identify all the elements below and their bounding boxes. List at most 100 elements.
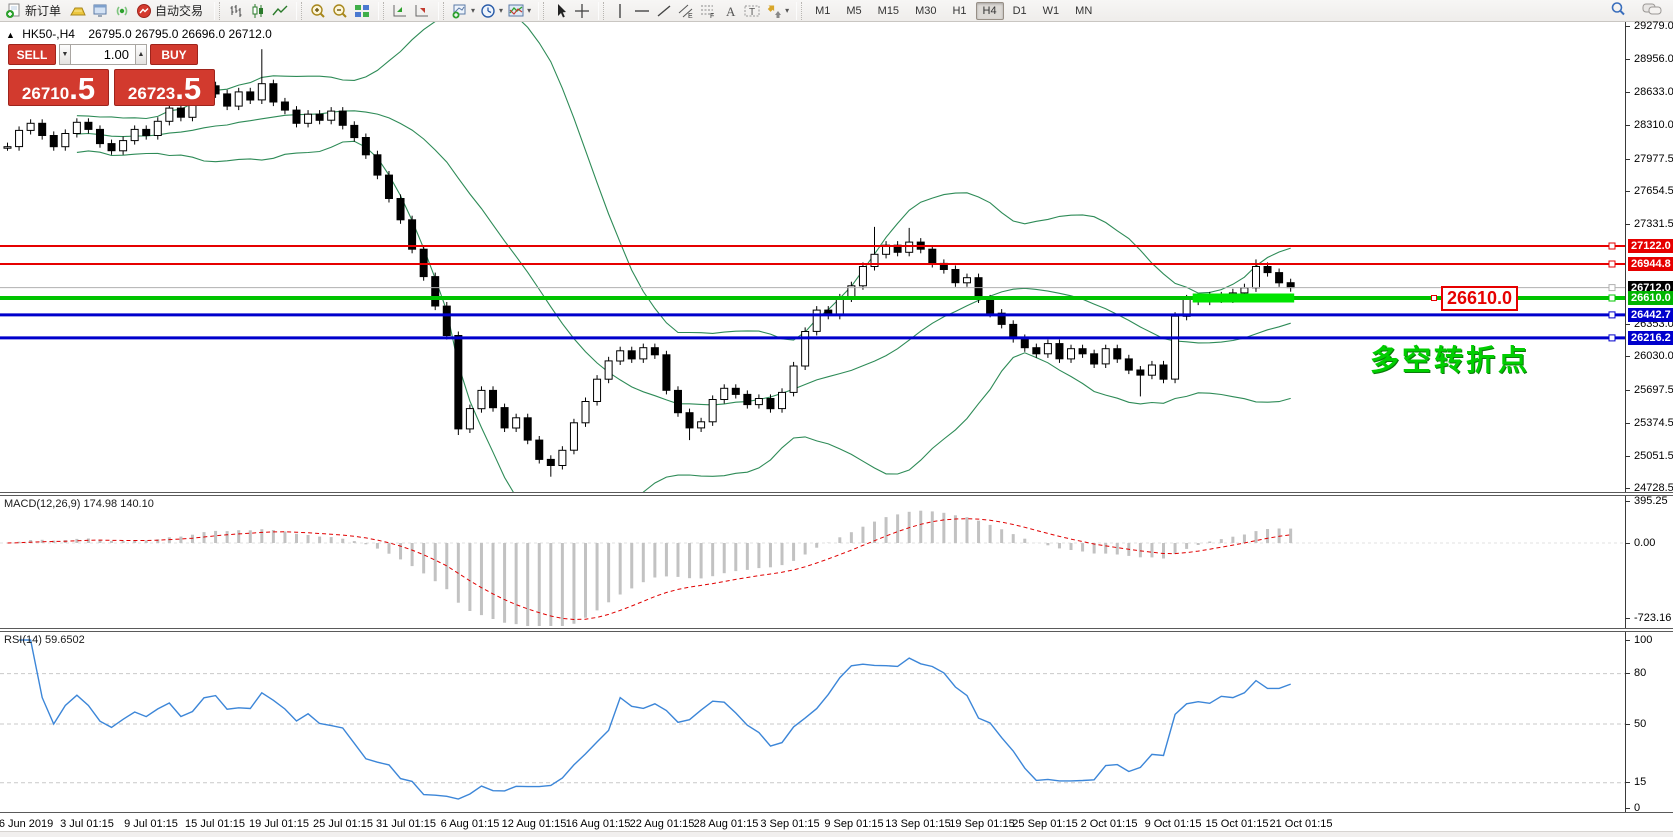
buy-button[interactable]: BUY <box>150 44 198 65</box>
buy-price-box[interactable]: 26723.5 <box>114 69 215 106</box>
chart-shift-button[interactable] <box>389 1 411 21</box>
timeframe-button-M5[interactable]: M5 <box>846 4 862 17</box>
line-handle <box>1608 294 1616 302</box>
zoom-out-icon <box>331 3 349 19</box>
collapse-triangle-icon[interactable]: ▲ <box>6 30 15 40</box>
turning-point-annotation[interactable]: 多空转折点 <box>1370 345 1531 377</box>
text-button[interactable]: A <box>719 1 741 21</box>
price-axis-tick-mark <box>1625 125 1630 126</box>
zoom-in-icon <box>309 3 327 19</box>
autotrade-button[interactable]: 自动交易 <box>133 1 209 21</box>
candlestick-chart-button[interactable] <box>247 1 269 21</box>
timeframe-button-M15[interactable]: M15 <box>877 4 900 17</box>
fibonacci-icon: F <box>699 3 717 19</box>
timeframe-button-D1[interactable]: D1 <box>1012 4 1027 17</box>
rsi-axis-tick-mark <box>1625 724 1630 725</box>
bollinger-upper-band <box>76 22 1291 341</box>
timeframe-button-M30[interactable]: M30 <box>915 4 937 17</box>
volume-increase-button[interactable]: ▲ <box>135 44 147 65</box>
volume-input[interactable] <box>71 44 135 65</box>
fibonacci-button[interactable]: F <box>697 1 719 21</box>
price-axis-tick-mark <box>1625 324 1630 325</box>
cursor-icon <box>551 3 569 19</box>
cursor-button[interactable] <box>549 1 571 21</box>
volume-decrease-button[interactable]: ▼ <box>59 44 71 65</box>
sell-price-box[interactable]: 26710.5 <box>8 69 109 106</box>
price-axis-tick: 28310.0 <box>1634 119 1673 131</box>
price-note-handle[interactable] <box>1431 295 1437 301</box>
chart-profile-button[interactable] <box>505 1 533 21</box>
auto-scroll-icon <box>413 3 431 19</box>
equidistant-channel-button[interactable]: E <box>675 1 697 21</box>
price-axis-tick-mark <box>1625 92 1630 93</box>
price-axis-tick: 27977.5 <box>1634 153 1673 165</box>
time-axis-label: 3 Jul 01:15 <box>60 818 114 830</box>
zoom-in-button[interactable] <box>307 1 329 21</box>
tile-windows-button[interactable] <box>351 1 373 21</box>
gold-ingot-icon <box>69 3 87 19</box>
search-icon[interactable] <box>1609 1 1627 20</box>
rsi-splitter[interactable] <box>0 628 1673 632</box>
toolbar-separator <box>438 1 445 20</box>
price-axis-tick: 27654.5 <box>1634 185 1673 197</box>
macd-axis-tick: 395.25 <box>1634 495 1668 507</box>
new-order-button[interactable]: 新订单 <box>3 1 67 21</box>
price-axis-tick: 29279.0 <box>1634 20 1673 32</box>
new-order-icon <box>5 3 23 19</box>
rsi-axis-tick-mark <box>1625 782 1630 783</box>
time-axis-label: 19 Jul 01:15 <box>249 818 309 830</box>
periods-menu-button[interactable] <box>477 1 505 21</box>
time-axis-label: 15 Oct 01:15 <box>1205 818 1269 830</box>
vertical-line-button[interactable] <box>609 1 631 21</box>
auto-scroll-button[interactable] <box>411 1 433 21</box>
indicators-menu-button[interactable] <box>449 1 477 21</box>
text-label-button[interactable]: T <box>741 1 763 21</box>
trendline-icon <box>655 3 673 19</box>
arrows-menu-button[interactable] <box>763 1 791 21</box>
trendline-button[interactable] <box>653 1 675 21</box>
chat-icon[interactable] <box>1641 1 1663 20</box>
zoom-out-button[interactable] <box>329 1 351 21</box>
text-icon: A <box>721 3 739 19</box>
timeframe-button-W1[interactable]: W1 <box>1042 4 1060 17</box>
price-axis-tick: 25051.5 <box>1634 450 1673 462</box>
horizontal-line-button[interactable] <box>631 1 653 21</box>
timeframe-button-MN[interactable]: MN <box>1075 4 1093 17</box>
macd-axis-tick-mark <box>1625 543 1630 544</box>
time-axis-label: 13 Sep 01:15 <box>885 818 951 830</box>
equidistant-channel-icon: E <box>677 3 695 19</box>
price-axis-tick: 25697.5 <box>1634 384 1673 396</box>
time-axis-label: 28 Aug 01:15 <box>693 818 759 830</box>
rsi-axis-tick: 100 <box>1634 634 1653 646</box>
macd-axis-tick: 0.00 <box>1634 537 1656 549</box>
price-axis-tick: 26030.0 <box>1634 350 1673 362</box>
crosshair-button[interactable] <box>571 1 593 21</box>
main-price-chart[interactable] <box>0 22 1625 493</box>
macd-label: MACD(12,26,9) 174.98 140.10 <box>4 498 154 510</box>
price-note-label[interactable]: 26610.0 <box>1441 286 1519 311</box>
chart-window-button[interactable] <box>89 1 111 21</box>
timeframe-button-H1[interactable]: H1 <box>952 4 967 17</box>
signals-button[interactable] <box>111 1 133 21</box>
rsi-panel[interactable] <box>0 633 1625 812</box>
price-axis-tick-mark <box>1625 356 1630 357</box>
time-axis-label: 21 Oct 01:15 <box>1269 818 1333 830</box>
macd-panel[interactable] <box>0 497 1625 628</box>
time-axis-label: 15 Jul 01:15 <box>185 818 245 830</box>
price-line-label: 26610.0 <box>1628 291 1673 305</box>
timeframe-button-H4[interactable]: H4 <box>975 1 1004 20</box>
sell-button[interactable]: SELL <box>8 44 56 65</box>
time-axis-label: 2 Oct 01:15 <box>1080 818 1138 830</box>
gold-button[interactable] <box>67 1 89 21</box>
time-axis-label: 25 Sep 01:15 <box>1012 818 1078 830</box>
macd-splitter[interactable] <box>0 492 1673 496</box>
macd-signal-line <box>7 518 1291 621</box>
price-axis-tick-mark <box>1625 159 1630 160</box>
macd-signal-value: 140.10 <box>120 498 154 510</box>
bar-chart-button[interactable] <box>225 1 247 21</box>
timeframe-button-M1[interactable]: M1 <box>815 4 831 17</box>
line-handle <box>1608 311 1616 319</box>
autotrade-label: 自动交易 <box>155 4 204 18</box>
price-line-label: 26442.7 <box>1628 308 1673 322</box>
line-chart-button[interactable] <box>269 1 291 21</box>
